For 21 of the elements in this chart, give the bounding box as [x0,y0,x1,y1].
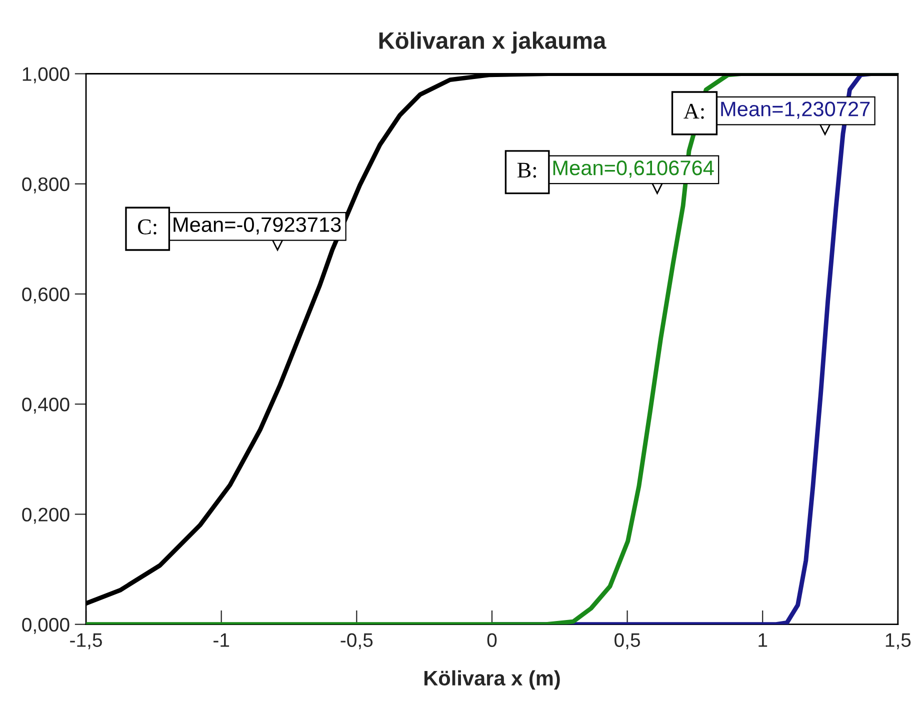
x-axis-title: Kölivara x (m) [424,670,560,690]
chart-title: Kölivaran x jakauma [379,32,606,54]
y-tick-label: 0,400 [22,398,70,414]
x-tick-label: -0,5 [340,633,373,650]
y-tick-label: 0,800 [22,177,70,194]
y-tick-label: 0,000 [22,618,70,634]
y-tick-label: 1,000 [22,67,70,84]
annotation: A: [684,104,704,119]
x-tick-label: 0 [487,633,497,647]
annotation: Mean=0,6106764 [553,160,714,178]
x-tick-label: 1,5 [886,633,911,650]
x-tick-label: 1 [758,633,768,647]
y-tick-label: 0,600 [22,287,70,304]
x-tick-label: -1 [214,633,230,647]
annotation: C: [138,219,156,234]
y-tick-label: 0,200 [22,508,70,524]
x-tick-label: 0,5 [614,633,640,650]
annotation: B: [517,162,536,178]
x-tick-label: -1,5 [70,633,102,650]
annotation: Mean=1,230727 [721,102,870,119]
annotation: Mean=-0,7923713 [174,217,341,234]
